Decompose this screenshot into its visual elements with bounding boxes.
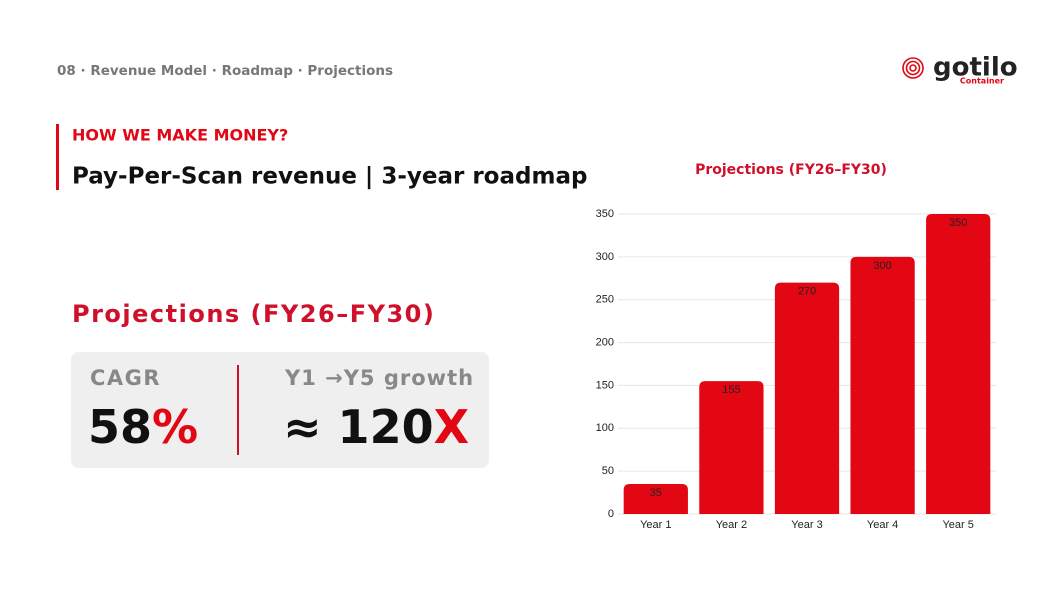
metric-unit: % bbox=[152, 400, 198, 454]
accent-bar bbox=[56, 124, 59, 190]
metric-value: 58% bbox=[88, 400, 198, 454]
metric-value: ≈ 120X bbox=[283, 400, 469, 454]
x-tick-label: Year 1 bbox=[640, 519, 671, 531]
value-label: 270 bbox=[798, 285, 816, 297]
value-label: 35 bbox=[650, 487, 662, 499]
metric-label: CAGR bbox=[90, 366, 161, 390]
y-tick-label: 350 bbox=[596, 208, 614, 220]
logo-name: gotilo bbox=[933, 53, 1018, 83]
x-tick-label: Year 3 bbox=[791, 519, 822, 531]
logo-tagline: Container bbox=[960, 77, 1004, 86]
bar bbox=[623, 484, 688, 514]
bar bbox=[850, 256, 915, 514]
x-tick-label: Year 4 bbox=[867, 519, 898, 531]
bar bbox=[774, 282, 840, 514]
metric-label: Y1 →Y5 growth bbox=[284, 366, 474, 390]
metric-unit: X bbox=[434, 400, 469, 454]
bar bbox=[699, 381, 764, 514]
y-tick-label: 150 bbox=[596, 379, 614, 391]
y-tick-label: 300 bbox=[596, 251, 614, 263]
section-title: Projections (FY26–FY30) bbox=[72, 300, 435, 328]
metrics-card bbox=[71, 352, 489, 468]
kicker: HOW WE MAKE MONEY? bbox=[72, 126, 288, 145]
x-tick-label: Year 5 bbox=[942, 519, 973, 531]
chart-title: Projections (FY26–FY30) bbox=[695, 162, 887, 178]
y-tick-label: 200 bbox=[596, 336, 614, 348]
metric-number: ≈ 120 bbox=[283, 400, 434, 454]
bar bbox=[926, 214, 991, 514]
value-label: 155 bbox=[722, 384, 740, 396]
y-tick-label: 250 bbox=[596, 294, 614, 306]
y-tick-label: 100 bbox=[596, 422, 614, 434]
y-tick-label: 50 bbox=[602, 465, 614, 477]
x-tick-label: Year 2 bbox=[716, 519, 747, 531]
value-label: 350 bbox=[949, 217, 967, 229]
logo-icon bbox=[902, 57, 924, 79]
y-tick-label: 0 bbox=[608, 508, 614, 520]
metric-number: 58 bbox=[88, 400, 152, 454]
value-label: 300 bbox=[873, 260, 891, 272]
breadcrumb: 08 · Revenue Model · Roadmap · Projectio… bbox=[57, 63, 393, 79]
headline: Pay-Per-Scan revenue | 3-year roadmap bbox=[72, 164, 587, 190]
chart: 0 50 100 150 200 250 300 350 Year 1 35 Year 2 155 Ye… bbox=[596, 208, 996, 531]
